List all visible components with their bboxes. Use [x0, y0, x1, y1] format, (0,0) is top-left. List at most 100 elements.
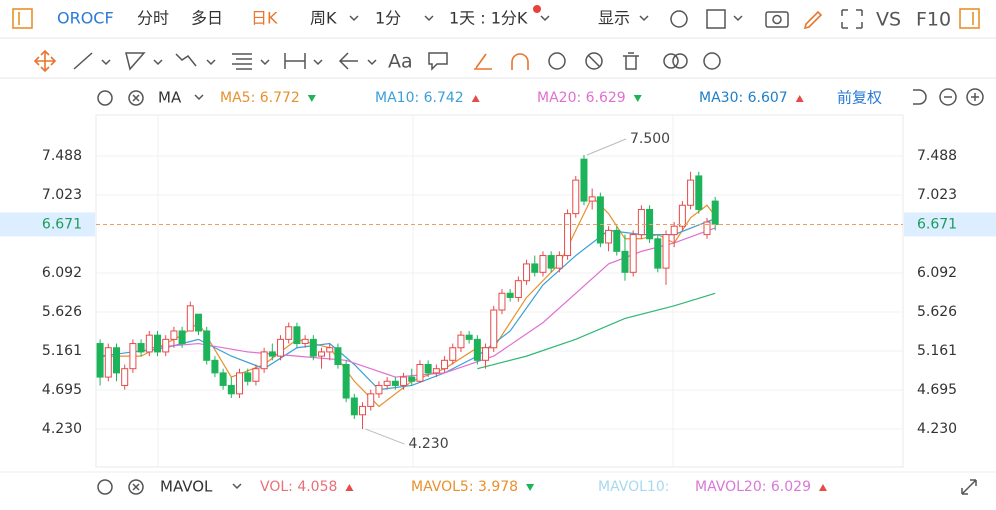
- layout-icon[interactable]: [706, 9, 726, 29]
- trend-arrow: [307, 95, 316, 102]
- line-tool[interactable]: [73, 52, 93, 70]
- price-box: [0, 212, 95, 237]
- tab[interactable]: 周K: [310, 9, 337, 28]
- close-icon[interactable]: [128, 479, 144, 495]
- candle-body: [416, 364, 424, 382]
- tab[interactable]: 1分: [375, 9, 401, 28]
- candle-body: [268, 351, 276, 357]
- candle-body: [277, 338, 285, 357]
- angle-tool[interactable]: [474, 53, 492, 70]
- arrow-tool[interactable]: [338, 52, 358, 70]
- legend: MA5: 6.772 MA10: 6.742 MA20: 6.629 MA30: 6.…: [220, 90, 804, 106]
- symbol[interactable]: OROCF: [57, 9, 114, 28]
- candle-body: [637, 208, 645, 236]
- adjust-menu[interactable]: 前复权: [837, 89, 882, 107]
- icon: [672, 53, 688, 69]
- note-tool[interactable]: [428, 52, 448, 71]
- reset-icon[interactable]: [913, 89, 927, 105]
- legend-entry: MA20: 6.629: [537, 90, 626, 106]
- close-icon[interactable]: [128, 90, 144, 106]
- overlay-icon[interactable]: [663, 53, 679, 69]
- zoom-out[interactable]: [939, 88, 957, 106]
- icon: [132, 94, 140, 102]
- candle-body: [555, 255, 563, 269]
- wave-tool[interactable]: [175, 53, 197, 67]
- candle-body: [498, 292, 506, 311]
- hide-tool[interactable]: [585, 52, 603, 70]
- candle-body: [334, 347, 342, 366]
- fib-tool[interactable]: [232, 53, 252, 70]
- candle-body: [203, 330, 211, 361]
- candle-body: [441, 359, 449, 370]
- f10-button[interactable]: F10: [916, 9, 951, 31]
- candle-body: [449, 347, 457, 361]
- draw-icon[interactable]: [803, 10, 823, 30]
- volume-legend-entry: MAVOL10:: [598, 479, 669, 495]
- trend-arrow: [795, 95, 804, 102]
- candle-body: [531, 263, 539, 273]
- candle-body: [539, 255, 547, 273]
- candle-body: [670, 225, 678, 236]
- candle-body: [605, 229, 613, 244]
- trend-arrow: [633, 95, 642, 102]
- y-tick-label: 6.092: [42, 265, 82, 281]
- display-menu[interactable]: 显示: [598, 9, 630, 28]
- zoom-in[interactable]: [966, 88, 984, 106]
- candle-body: [318, 351, 326, 357]
- ma-line: [100, 195, 716, 408]
- fullscreen-icon[interactable]: [841, 9, 863, 29]
- candle-body: [145, 334, 153, 353]
- camera-icon[interactable]: [765, 11, 789, 28]
- caret: [733, 15, 743, 22]
- annotation-label: 7.500: [630, 131, 670, 147]
- candle-body: [293, 326, 301, 345]
- candle-body: [326, 347, 334, 353]
- lock-tool[interactable]: [548, 52, 566, 70]
- caret: [194, 94, 204, 101]
- expand-icon[interactable]: [961, 479, 977, 495]
- panel-toggle[interactable]: [12, 8, 33, 29]
- cross-tool[interactable]: [33, 49, 57, 73]
- trend-arrow: [345, 484, 354, 491]
- caret: [349, 15, 359, 22]
- range-tool[interactable]: [284, 53, 306, 69]
- y-tick-label: 7.488: [42, 148, 82, 164]
- candle-body: [711, 200, 719, 225]
- settings-icon[interactable]: [97, 90, 113, 106]
- tab[interactable]: 多日: [191, 9, 223, 28]
- tab[interactable]: 1天 : 1分K: [449, 9, 528, 28]
- candle-body: [457, 334, 465, 349]
- volume-indicator-name[interactable]: MAVOL: [160, 478, 213, 496]
- compare-button[interactable]: VS: [876, 9, 901, 31]
- indicator-name[interactable]: MA: [158, 89, 182, 107]
- tab-active[interactable]: 日K: [251, 9, 278, 28]
- candle-body: [490, 309, 498, 349]
- candle-body: [506, 292, 514, 298]
- volume-legend: VOL: 4.058 MAVOL5: 3.978 MAVOL10: MAVOL20: …: [260, 479, 827, 495]
- settings-icon[interactable]: [670, 10, 688, 28]
- settings-icon[interactable]: [97, 479, 113, 495]
- tab[interactable]: 分时: [137, 9, 169, 28]
- candle-body: [588, 196, 596, 202]
- trend-arrow: [818, 484, 827, 491]
- y-tick-label: 4.695: [917, 382, 957, 398]
- y-tick-label: 7.488: [917, 148, 957, 164]
- text-tool[interactable]: Aa: [388, 51, 413, 73]
- icon: [971, 93, 979, 101]
- annotation-label: 4.230: [409, 436, 449, 452]
- candle-body: [678, 204, 686, 227]
- y-tick-label: 5.626: [917, 304, 957, 320]
- candle-body: [514, 280, 522, 298]
- magnet-tool[interactable]: [511, 53, 529, 70]
- panel-toggle[interactable]: [959, 8, 980, 29]
- candle-body: [309, 338, 317, 357]
- delete-tool[interactable]: [623, 52, 639, 70]
- shape-tool[interactable]: [125, 52, 146, 71]
- candle-body: [687, 179, 695, 206]
- settings-icon[interactable]: [703, 52, 721, 70]
- price-box: [904, 212, 996, 237]
- candle-body: [572, 179, 580, 215]
- caret: [153, 59, 163, 66]
- candle-body: [613, 229, 621, 252]
